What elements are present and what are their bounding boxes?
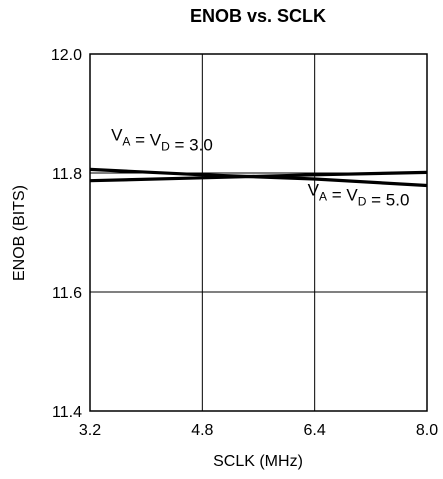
series-annotation-1: VA = VD = 5.0	[308, 181, 410, 210]
y-tick-label: 11.6	[52, 285, 82, 302]
y-tick-label: 12.0	[51, 47, 82, 64]
x-tick-label: 4.8	[191, 422, 213, 439]
x-tick-label: 6.4	[304, 422, 326, 439]
series-line-1	[89, 170, 428, 183]
series-lines	[89, 167, 428, 188]
grid	[90, 54, 427, 411]
series-annotation-0: VA = VD = 3.0	[111, 125, 213, 154]
x-tick-labels: 3.2 4.8 6.4 8.0	[79, 422, 438, 439]
chart-title: ENOB vs. SCLK	[190, 6, 326, 26]
annotations: VA = VD = 3.0 VA = VD = 5.0	[111, 125, 409, 209]
x-axis-label: SCLK (MHz)	[213, 453, 303, 470]
y-tick-labels: 12.0 11.8 11.6 11.4	[51, 47, 82, 421]
y-tick-label: 11.8	[52, 166, 82, 183]
y-tick-label: 11.4	[52, 404, 82, 421]
plot-frame	[89, 53, 428, 412]
y-axis-label: ENOB (BITS)	[11, 185, 28, 281]
x-tick-label: 3.2	[79, 422, 101, 439]
x-tick-label: 8.0	[416, 422, 438, 439]
